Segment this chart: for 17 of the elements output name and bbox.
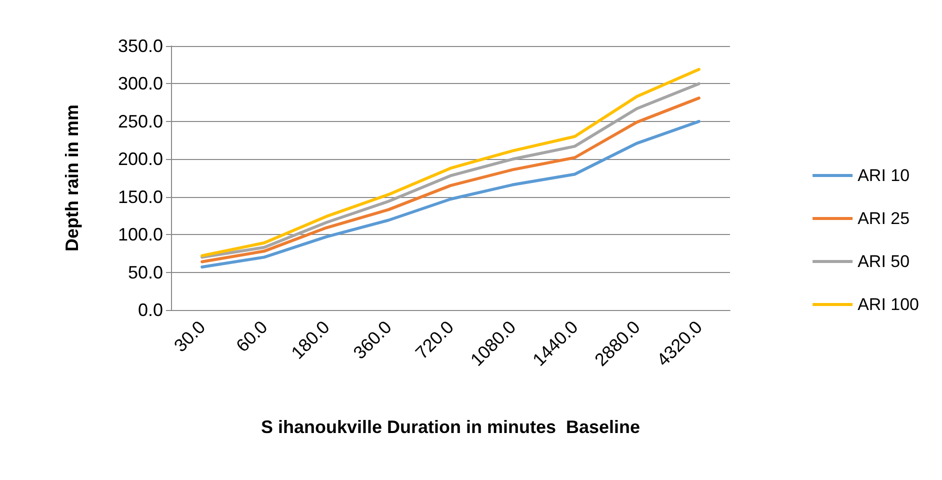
x-axis-title: S ihanoukville Duration in minutes Baseline bbox=[260, 417, 640, 437]
y-tick-label: 0.0 bbox=[138, 300, 163, 320]
y-tick-label: 250.0 bbox=[118, 111, 163, 132]
legend-label: ARI 100 bbox=[858, 295, 920, 314]
y-tick-label: 100.0 bbox=[118, 224, 163, 245]
y-tick-label: 150.0 bbox=[118, 186, 163, 207]
legend-label: ARI 10 bbox=[858, 166, 910, 185]
y-tick-label: 300.0 bbox=[118, 74, 163, 94]
legend-label: ARI 50 bbox=[858, 252, 910, 271]
x-tick-label: 60.0 bbox=[232, 316, 272, 356]
x-tick-label: 30.0 bbox=[170, 316, 210, 356]
y-tick-label: 50.0 bbox=[128, 262, 163, 282]
y-tick-label: 350.0 bbox=[118, 36, 163, 56]
y-axis-title: Depth rain in mm bbox=[62, 104, 82, 252]
y-tick-label: 200.0 bbox=[118, 149, 163, 170]
legend-label: ARI 25 bbox=[858, 209, 910, 228]
line-series bbox=[200, 120, 700, 269]
